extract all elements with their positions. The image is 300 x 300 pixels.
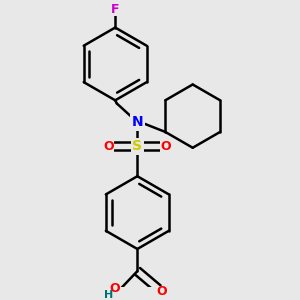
- Text: O: O: [157, 285, 167, 298]
- Text: H: H: [104, 290, 113, 300]
- Text: O: O: [109, 282, 120, 295]
- Text: O: O: [161, 140, 171, 153]
- Text: N: N: [131, 116, 143, 129]
- Text: S: S: [132, 139, 142, 153]
- Text: O: O: [103, 140, 114, 153]
- Text: F: F: [111, 3, 119, 16]
